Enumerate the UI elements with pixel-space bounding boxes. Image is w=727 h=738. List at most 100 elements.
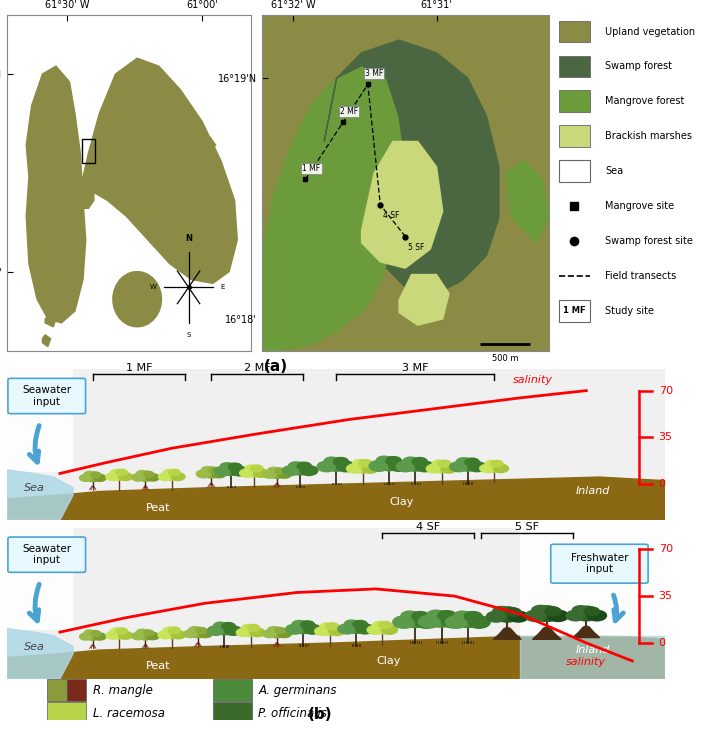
Text: 500 m: 500 m [492,354,518,362]
Circle shape [143,472,154,477]
Bar [559,125,590,147]
Text: 0: 0 [659,638,666,648]
Circle shape [419,615,441,628]
Text: 1 MF: 1 MF [126,363,152,373]
Circle shape [438,461,451,467]
Circle shape [251,465,263,472]
Circle shape [572,606,589,615]
Circle shape [106,632,120,639]
Circle shape [220,463,242,475]
Bar [7,528,73,630]
Circle shape [411,612,430,621]
Circle shape [278,630,292,638]
Circle shape [345,621,368,633]
Circle shape [548,610,569,621]
Circle shape [369,461,389,472]
Polygon shape [324,40,499,294]
Text: Brackish marshes: Brackish marshes [605,131,692,141]
Circle shape [353,460,366,467]
Circle shape [91,631,101,636]
Circle shape [84,630,95,636]
Circle shape [209,467,220,474]
Circle shape [356,624,374,634]
Circle shape [207,626,225,635]
Circle shape [441,615,465,628]
Circle shape [326,623,339,630]
Circle shape [297,462,311,470]
Polygon shape [361,142,443,268]
Circle shape [79,475,92,481]
Circle shape [268,627,280,633]
Circle shape [566,610,585,621]
Circle shape [315,627,330,635]
Text: salinity: salinity [566,657,606,666]
Circle shape [171,473,185,480]
Circle shape [532,606,561,621]
Circle shape [486,611,506,622]
Circle shape [136,630,148,635]
Circle shape [240,469,254,477]
Circle shape [324,458,348,471]
Circle shape [358,460,372,467]
Circle shape [457,458,470,466]
Circle shape [188,627,201,633]
Text: Clay: Clay [377,656,401,666]
Circle shape [508,611,529,622]
Circle shape [214,622,227,630]
Circle shape [347,464,364,473]
Circle shape [111,628,122,634]
Circle shape [136,471,155,481]
Text: Study site: Study site [605,306,654,316]
Polygon shape [573,626,600,638]
Circle shape [465,458,479,466]
Circle shape [289,463,311,475]
Circle shape [333,458,348,466]
Circle shape [162,627,182,638]
Text: 5 SF: 5 SF [409,243,425,252]
Text: N: N [185,234,192,243]
Polygon shape [532,627,561,639]
Circle shape [184,630,198,638]
Circle shape [196,470,211,477]
Circle shape [106,473,120,480]
Text: Clay: Clay [390,497,414,507]
Text: (b): (b) [308,707,332,722]
Circle shape [573,606,600,621]
Circle shape [162,470,181,480]
Circle shape [338,624,356,634]
Circle shape [84,630,102,641]
Circle shape [300,621,315,629]
Polygon shape [7,477,665,520]
Text: 2 MF: 2 MF [340,107,358,116]
Circle shape [317,461,336,472]
Polygon shape [183,134,216,153]
Text: Seawater
input: Seawater input [23,385,71,407]
Text: Upland vegetation: Upland vegetation [605,27,695,37]
Circle shape [494,464,508,472]
Circle shape [146,474,159,481]
Circle shape [275,468,286,475]
Text: salinity: salinity [513,376,553,385]
Circle shape [337,461,356,472]
Bar [559,160,590,182]
Circle shape [454,611,471,621]
Text: (a): (a) [264,359,289,374]
Circle shape [196,627,207,634]
Circle shape [377,457,401,471]
Circle shape [292,621,315,633]
Circle shape [136,471,148,477]
Text: R. mangle: R. mangle [93,684,153,697]
Circle shape [401,612,430,627]
Polygon shape [7,629,73,679]
Circle shape [389,461,409,472]
Circle shape [286,624,303,634]
Text: 0: 0 [659,479,666,489]
Circle shape [201,466,214,474]
Circle shape [143,630,154,636]
Polygon shape [7,635,665,679]
Circle shape [430,461,452,472]
Circle shape [268,467,280,474]
Circle shape [250,628,265,637]
Circle shape [110,470,129,480]
Bar [213,679,252,702]
